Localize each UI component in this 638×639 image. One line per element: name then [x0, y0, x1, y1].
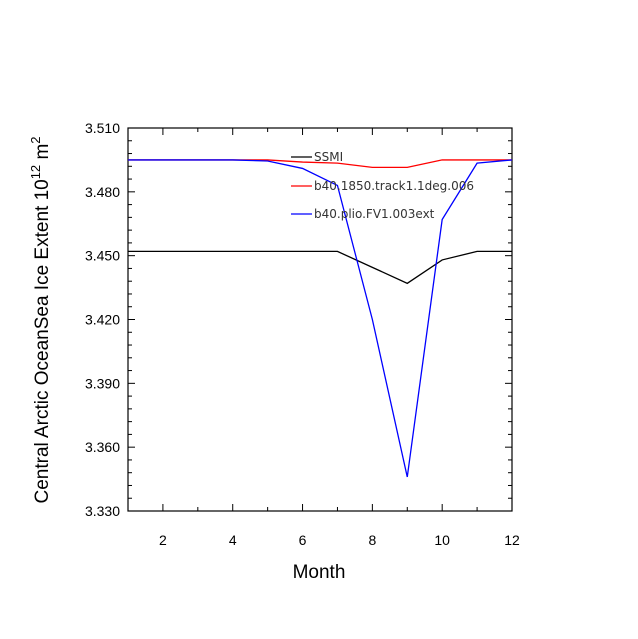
series-line-0: [128, 250, 512, 285]
x-tick-label: 6: [299, 532, 307, 548]
x-axis-title: Month: [293, 562, 346, 583]
legend: SSMI b40.1850.track1.1deg.006 b40.plio.FV1…: [291, 150, 474, 221]
series-line-2: [128, 159, 513, 478]
y-axis-title-main: Central Arctic OceanSea Ice Extent 10: [32, 179, 53, 503]
legend-label-2: b40.plio.FV1.003ext: [314, 207, 435, 221]
y-tick-label: 3.390: [85, 375, 120, 391]
x-tick-label: 10: [434, 532, 450, 548]
y-tick-labels: 3.330 3.360 3.390 3.420 3.450 3.480 3.510: [85, 120, 120, 519]
y-tick-label: 3.480: [85, 184, 120, 200]
x-tick-labels: 2 4 6 8 10 12: [159, 532, 520, 548]
y-tick-label: 3.510: [85, 120, 120, 136]
x-tick-label: 2: [159, 532, 167, 548]
series-lines: [128, 159, 513, 478]
x-tick-label: 8: [368, 532, 376, 548]
legend-label-1: b40.1850.track1.1deg.006: [314, 179, 474, 193]
y-tick-label: 3.420: [85, 312, 120, 328]
x-tick-label: 4: [229, 532, 237, 548]
y-axis-title: Central Arctic OceanSea Ice Extent 1012 …: [28, 136, 53, 503]
legend-label-0: SSMI: [314, 150, 343, 164]
y-tick-label: 3.360: [85, 439, 120, 455]
y-tick-label: 3.450: [85, 248, 120, 264]
axis-ticks: [127, 127, 513, 512]
y-axis-title-unit: m: [32, 144, 53, 165]
y-axis-title-exp: 12: [28, 165, 43, 179]
y-axis-title-unit-exp: 2: [28, 136, 43, 143]
y-tick-label: 3.330: [85, 503, 120, 519]
x-tick-label: 12: [504, 532, 520, 548]
